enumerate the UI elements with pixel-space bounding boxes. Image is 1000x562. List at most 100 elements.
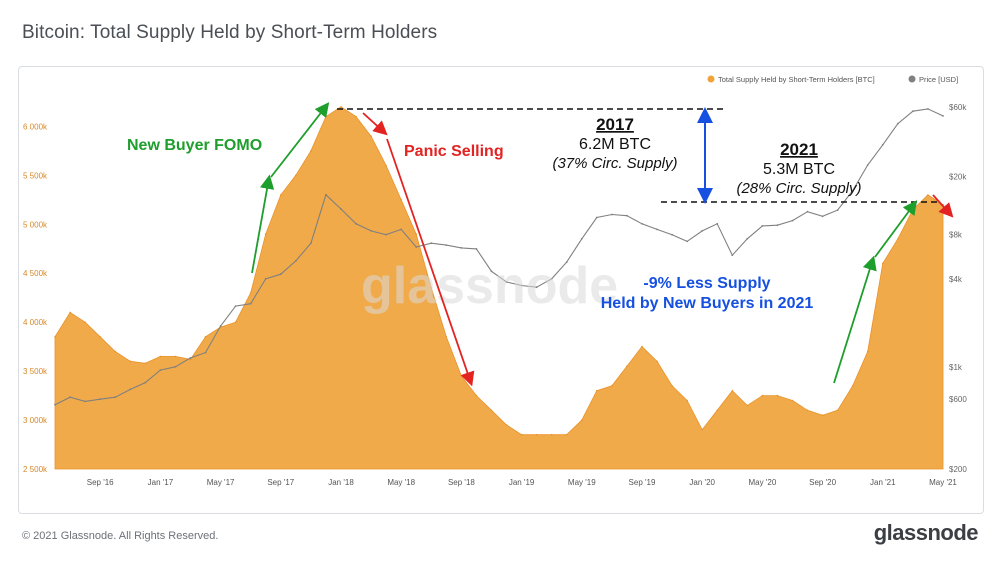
left-tick-label: 3 500k [23, 367, 48, 376]
price-point [716, 222, 719, 225]
left-tick-label: 6 000k [23, 122, 48, 131]
price-point [490, 270, 493, 273]
supply-point [626, 365, 628, 368]
left-tick-label: 4 000k [23, 318, 48, 327]
supply-point [866, 350, 869, 353]
price-point [671, 233, 673, 236]
x-tick-label: May '19 [568, 478, 596, 487]
supply-point [791, 399, 794, 402]
price-point [836, 209, 839, 212]
supply-point [264, 233, 267, 235]
price-point [54, 403, 56, 406]
supply-point [249, 292, 252, 294]
price-point [595, 216, 598, 219]
price-point [896, 122, 899, 125]
pct-2017-label: (37% Circ. Supply) [552, 155, 677, 172]
right-tick-label: $60k [949, 103, 967, 112]
supply-point [656, 360, 658, 363]
supply-point [84, 321, 86, 323]
price-point [731, 254, 734, 257]
price-point [84, 400, 86, 403]
supply-point [912, 208, 914, 211]
right-tick-label: $1k [949, 363, 963, 372]
price-point [927, 108, 929, 110]
supply-point [370, 135, 372, 137]
legend-swatch-supply [707, 75, 715, 83]
supply-point [671, 385, 673, 387]
price-point [866, 164, 869, 166]
left-axis: 2 500k 3 000k 3 500k 4 000k 4 500k 5 000k 5 50… [23, 122, 48, 474]
price-point [325, 193, 327, 196]
supply-point [641, 345, 643, 348]
supply-point [114, 350, 116, 353]
x-tick-label: May '18 [387, 478, 415, 487]
panic-arrow-1 [362, 112, 388, 136]
price-point [294, 260, 297, 262]
x-tick-label: May '20 [749, 478, 777, 487]
price-point [430, 242, 433, 245]
x-tick-label: Jan '20 [689, 478, 715, 487]
supply-point [686, 399, 688, 402]
price-point [791, 219, 794, 222]
supply-point [596, 389, 598, 392]
supply-point [280, 194, 282, 196]
supply-point [731, 389, 734, 392]
right-tick-label: $20k [949, 173, 967, 182]
left-tick-label: 2 500k [23, 465, 48, 474]
supply-point [746, 404, 749, 407]
price-point [189, 357, 192, 359]
price-point [219, 325, 222, 327]
price-point [460, 247, 463, 249]
supply-point [189, 358, 192, 361]
supply-point [701, 429, 703, 431]
supply-point [385, 164, 387, 167]
price-point [234, 305, 237, 307]
legend-label-supply: Total Supply Held by Short-Term Holders … [718, 75, 875, 84]
supply-point [340, 106, 342, 108]
supply-point [99, 336, 101, 338]
price-point [550, 277, 553, 280]
supply-point [565, 433, 568, 436]
right-tick-label: $600 [949, 395, 967, 404]
price-point [821, 215, 824, 218]
supply-point [851, 385, 854, 387]
price-point [249, 302, 252, 305]
price-point [340, 208, 342, 210]
x-tick-label: Sep '18 [448, 478, 475, 487]
price-point [355, 222, 357, 225]
supply-point [716, 409, 718, 412]
supply-point [174, 355, 177, 358]
supply-point [415, 233, 418, 235]
supply-point [836, 409, 839, 412]
supply-point [761, 394, 764, 397]
x-tick-label: Sep '20 [809, 478, 836, 487]
price-point [264, 277, 267, 280]
supply-point [54, 336, 56, 338]
price-point [99, 398, 102, 401]
price-point [535, 286, 538, 289]
price-point [565, 261, 568, 263]
price-point [310, 242, 312, 245]
supply-point [325, 115, 327, 118]
price-point [505, 281, 508, 283]
price-point [385, 233, 387, 236]
less-supply-line1: -9% Less Supply [643, 275, 770, 292]
price-point [174, 365, 177, 368]
pct-2021-label: (28% Circ. Supply) [736, 180, 861, 197]
value-2017-label: 6.2M BTC [579, 136, 651, 153]
supply-point [550, 433, 553, 436]
less-supply-line2: Held by New Buyers in 2021 [601, 295, 814, 312]
price-point [69, 396, 71, 399]
annotation-lines [251, 102, 954, 387]
fomo-arrow-2021-1 [833, 255, 877, 384]
supply-point [821, 414, 824, 417]
fomo-arrow-2 [270, 102, 330, 178]
supply-point [129, 360, 132, 363]
supply-point [581, 419, 583, 421]
price-point [580, 237, 583, 240]
supply-point [310, 150, 312, 152]
supply-point [234, 321, 237, 323]
price-point [656, 228, 658, 231]
supply-point [776, 394, 779, 397]
price-point [144, 381, 147, 384]
